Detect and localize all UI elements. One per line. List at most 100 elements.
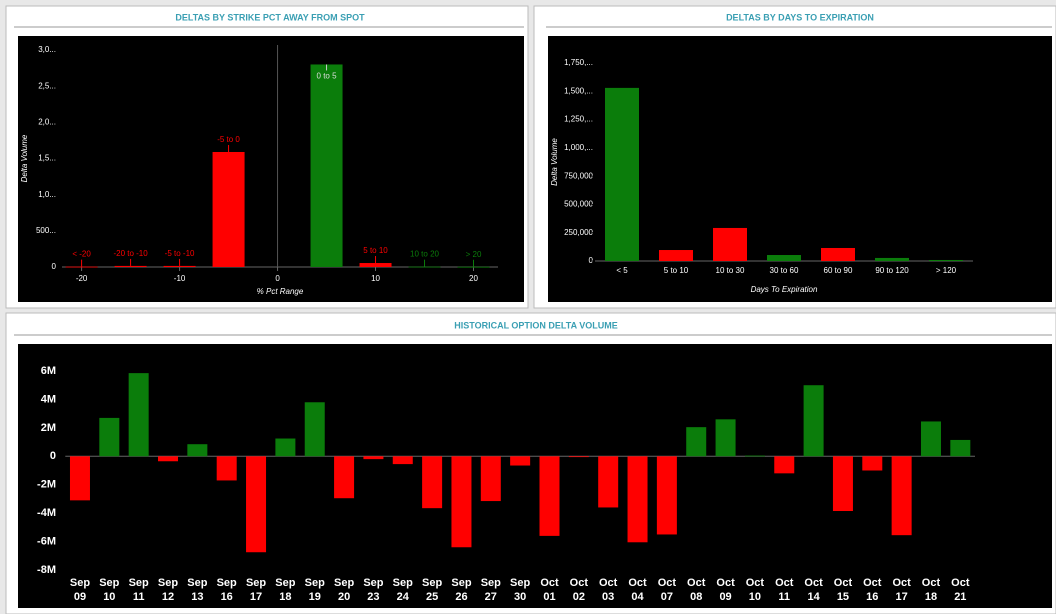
x-tick-label: Oct 02	[569, 577, 588, 603]
x-tick-label: Oct 17	[892, 577, 911, 603]
bar	[422, 456, 443, 509]
bar	[163, 265, 196, 267]
bar	[686, 427, 707, 457]
x-tick-label: Sep 10	[99, 577, 120, 603]
x-tick-label: Oct 15	[833, 577, 853, 603]
y-tick-label: 750,000	[564, 171, 593, 180]
x-tick-label: > 120	[936, 266, 957, 275]
x-axis-title: % Pct Range	[257, 287, 304, 296]
bar	[363, 456, 384, 460]
x-axis-title: Days To Expiration	[751, 285, 818, 294]
bar-label: 10 to 20	[410, 250, 439, 259]
y-tick-label: 500,000	[564, 200, 593, 209]
x-tick-label: Oct 18	[921, 577, 941, 603]
y-tick-label: 1,750,...	[564, 58, 593, 67]
bar	[392, 456, 413, 465]
bar	[605, 87, 639, 262]
plot-area	[18, 344, 1052, 608]
bar-label: 5 to 10	[363, 246, 388, 255]
bar	[539, 456, 560, 536]
bar	[304, 402, 325, 457]
x-tick-label: Sep 26	[451, 577, 472, 603]
bar	[803, 385, 824, 457]
bar	[187, 444, 208, 457]
x-tick-label: Sep 12	[157, 577, 179, 603]
bar-label: > 20	[466, 250, 482, 259]
y-tick-label: -6M	[37, 535, 56, 547]
x-tick-label: Sep 09	[69, 577, 91, 603]
x-tick-label: -20	[76, 274, 88, 283]
y-tick-label: 0	[589, 256, 594, 265]
bar	[457, 266, 490, 268]
y-tick-label: 1,5...	[38, 154, 56, 163]
bar	[656, 456, 677, 535]
y-axis-title: Delta Volume	[20, 134, 29, 182]
x-tick-label: Sep 17	[245, 577, 267, 603]
bar	[627, 456, 648, 543]
bar	[451, 456, 472, 548]
y-tick-label: 4M	[41, 393, 56, 405]
y-tick-label: 1,000,...	[564, 143, 593, 152]
x-tick-label: Sep 16	[216, 577, 237, 603]
x-tick-label: Oct 16	[863, 577, 882, 603]
bar	[510, 456, 531, 466]
x-tick-label: Sep 27	[480, 577, 501, 603]
bar	[950, 439, 971, 457]
y-tick-label: -4M	[37, 507, 56, 519]
bar	[920, 421, 941, 457]
bar	[598, 456, 619, 508]
bar	[568, 456, 589, 458]
bar	[713, 227, 747, 261]
bar	[69, 456, 90, 501]
bar	[715, 419, 736, 457]
y-tick-label: 1,500,...	[564, 86, 593, 95]
bar	[821, 247, 855, 261]
chart-title: DELTAS BY STRIKE PCT AWAY FROM SPOT	[175, 12, 365, 22]
x-tick-label: -10	[174, 274, 186, 283]
bar	[275, 438, 296, 457]
x-tick-label: 5 to 10	[664, 266, 689, 275]
bar	[767, 255, 801, 261]
bar	[891, 456, 912, 536]
bar	[334, 456, 355, 499]
bar	[480, 456, 501, 502]
bar-label: < -20	[72, 250, 91, 259]
x-tick-label: Oct 01	[540, 577, 559, 603]
y-tick-label: 2,5...	[38, 81, 56, 90]
plot-area	[18, 36, 524, 302]
bar	[310, 64, 343, 267]
bar	[408, 266, 441, 268]
bar	[659, 250, 693, 261]
y-tick-label: 3,0...	[38, 45, 56, 54]
chart-title: HISTORICAL OPTION DELTA VOLUME	[454, 320, 618, 330]
bar-label: -5 to -10	[165, 249, 195, 258]
y-tick-label: 0	[50, 450, 56, 462]
x-tick-label: < 5	[616, 266, 628, 275]
y-tick-label: 2M	[41, 422, 56, 434]
x-tick-label: Sep 13	[187, 577, 208, 603]
bar	[216, 456, 237, 481]
y-tick-label: 1,0...	[38, 190, 56, 199]
bar-label: 0 to 5	[317, 72, 338, 81]
x-tick-label: Oct 07	[657, 577, 677, 603]
y-tick-label: -2M	[37, 479, 56, 491]
y-axis-title: Delta Volume	[550, 138, 559, 186]
x-tick-label: Sep 20	[333, 577, 355, 603]
x-tick-label: Oct 21	[951, 577, 970, 603]
y-tick-label: 1,250,...	[564, 115, 593, 124]
x-tick-label: Oct 09	[716, 577, 735, 603]
bar	[929, 259, 963, 261]
x-tick-label: Oct 11	[775, 577, 794, 603]
bar	[212, 151, 245, 267]
x-tick-label: 10	[371, 274, 380, 283]
x-tick-label: 10 to 30	[716, 266, 745, 275]
bar-label: -20 to -10	[113, 249, 148, 258]
x-tick-label: Oct 14	[804, 577, 823, 603]
x-tick-label: Sep 24	[392, 577, 413, 603]
x-tick-label: 90 to 120	[875, 266, 909, 275]
bar	[128, 373, 149, 457]
x-tick-label: Oct 03	[599, 577, 618, 603]
x-tick-label: Sep 25	[422, 577, 443, 603]
